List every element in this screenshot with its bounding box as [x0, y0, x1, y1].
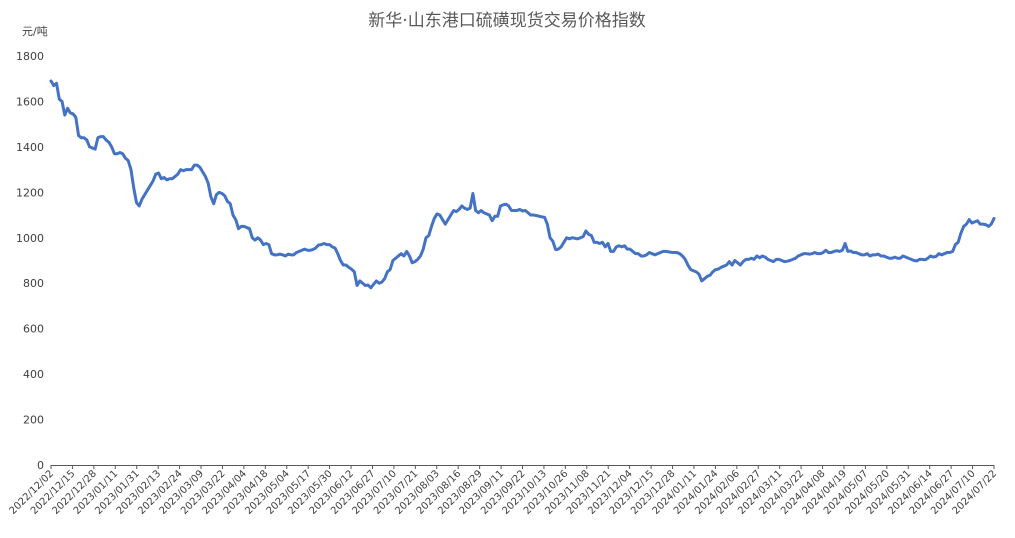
y-tick-label: 1000 — [16, 232, 44, 245]
y-tick-label: 200 — [23, 414, 44, 427]
y-tick-label: 0 — [37, 459, 44, 472]
y-tick-label: 600 — [23, 323, 44, 336]
x-axis-tick-labels: 2022/12/022022/12/152022/12/282023/01/11… — [8, 465, 999, 517]
y-tick-label: 1800 — [16, 50, 44, 63]
chart-title: 新华·山东港口硫磺现货交易价格指数 — [368, 11, 645, 31]
y-tick-label: 400 — [23, 368, 44, 381]
y-tick-label: 1400 — [16, 141, 44, 154]
y-tick-label: 1600 — [16, 95, 44, 108]
y-tick-label: 1200 — [16, 186, 44, 199]
series-line — [49, 79, 996, 290]
y-axis-unit-label: 元/吨 — [22, 25, 48, 38]
y-tick-label: 800 — [23, 277, 44, 290]
y-axis-tick-labels: 0 200 400 600 800 1000 1200 1400 1600 1800 — [16, 50, 44, 472]
series-layer — [49, 79, 996, 290]
